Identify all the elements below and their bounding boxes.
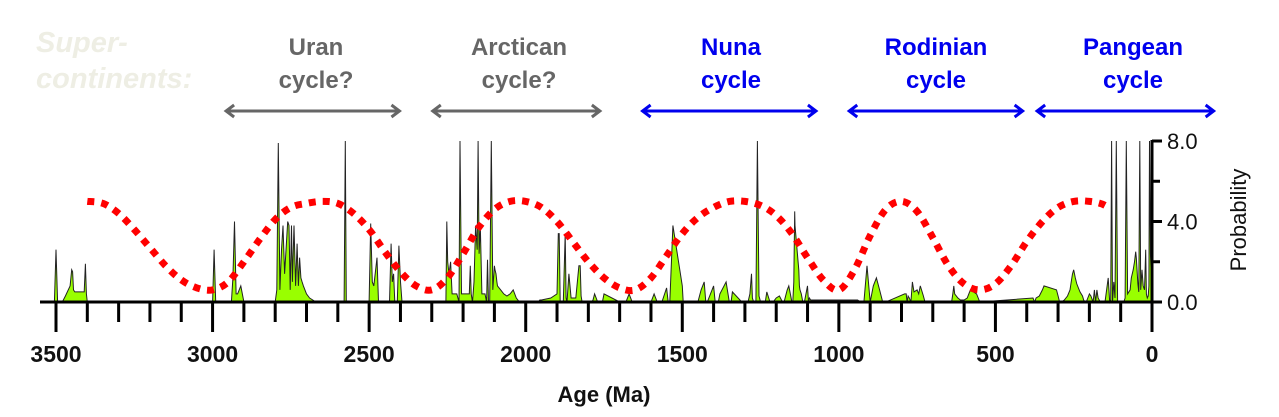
x-tick-label: 500: [976, 341, 1014, 367]
double-arrow-icon: [846, 103, 1026, 119]
y-axis-title: Probability: [1226, 169, 1251, 272]
x-tick-label: 1000: [813, 341, 864, 367]
cycle-label-line1: Pangean: [1083, 34, 1183, 61]
double-arrow-icon: [223, 103, 402, 119]
y-tick-label: 0.0: [1167, 290, 1198, 315]
cycle-label-line1: Arctican: [471, 34, 567, 61]
arrow-head-left: [640, 103, 652, 119]
cycle-pangean: Pangean cycle: [1034, 34, 1217, 119]
arrow-head-right: [390, 103, 402, 119]
supercontinents-label-line1: Super-: [36, 27, 128, 59]
supercontinents-label-line2: continents:: [36, 63, 192, 95]
cycle-curve: [86, 197, 1107, 295]
x-axis-title: Age (Ma): [558, 382, 651, 407]
cycle-label-line1: Rodinian: [885, 34, 988, 61]
cycle-label-line2: cycle: [1103, 67, 1163, 94]
cycle-label-line2: cycle?: [279, 67, 354, 94]
arrow-head-right: [590, 103, 603, 119]
arrow-head-left: [223, 103, 235, 119]
double-arrow-icon: [640, 103, 819, 119]
double-arrow-icon: [430, 103, 603, 119]
y-tick-label: 4.0: [1167, 210, 1198, 235]
cycle-arctican: Arctican cycle?: [430, 34, 603, 119]
arrow-head-left: [1034, 103, 1047, 119]
cycle-rodinian: Rodinian cycle: [846, 34, 1026, 119]
x-tick-label: 1500: [657, 341, 708, 367]
cycle-curve-series: [86, 197, 1107, 295]
x-tick-label: 3000: [187, 341, 238, 367]
x-tick-label: 2000: [500, 341, 551, 367]
x-tick-label: 2500: [344, 341, 395, 367]
arrow-head-right: [807, 103, 819, 119]
y-axis: 0.0 4.0 8.0: [1150, 129, 1198, 332]
double-arrow-icon: [1034, 103, 1217, 119]
arrow-head-right: [1204, 103, 1217, 119]
cycle-nuna: Nuna cycle: [640, 34, 819, 119]
x-tick-label: 0: [1146, 341, 1159, 367]
cycle-label-line2: cycle?: [482, 67, 557, 94]
cycle-label-line1: Nuna: [701, 34, 762, 61]
arrow-head-left: [430, 103, 442, 119]
x-axis: 3500 3000 2500 2000 1500 1000 500 0: [30, 300, 1159, 367]
cycle-label-line1: Uran: [289, 34, 344, 61]
y-tick-label: 8.0: [1167, 129, 1198, 154]
arrow-head-left: [846, 103, 859, 119]
cycle-uran: Uran cycle?: [223, 34, 402, 119]
arrow-head-right: [1013, 103, 1026, 119]
x-tick-label: 3500: [30, 341, 81, 367]
cycle-label-line2: cycle: [701, 67, 761, 94]
cycle-label-line2: cycle: [906, 67, 966, 94]
